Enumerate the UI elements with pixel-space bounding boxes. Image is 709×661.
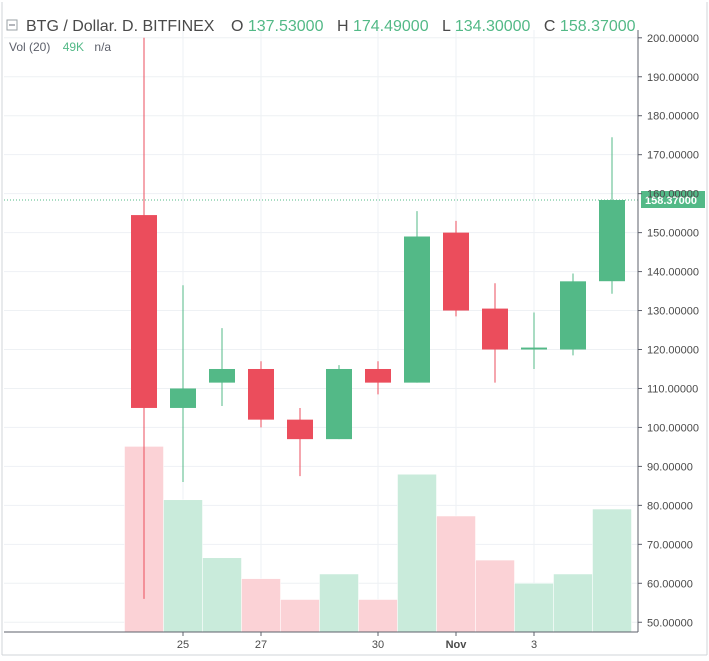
x-tick-label: 27 [255,639,267,651]
candle-body [443,232,469,311]
open-value: 137.53000 [248,18,324,35]
volume-bar [163,499,203,633]
y-tick-label: 60.00000 [647,578,693,590]
open-label: O [231,18,243,35]
volume-ma-value: n/a [94,40,111,54]
last-price-line: 158.37000 [4,191,705,209]
volume-bar [358,599,398,633]
candle-body [521,347,547,350]
y-tick-label: 80.00000 [647,500,693,512]
volume-value: 49K [63,40,84,54]
candle-body [170,388,196,408]
candle-body [131,215,157,408]
symbol-title: BTG / Dollar. D. BITFINEX [26,18,215,35]
y-tick-label: 120.00000 [647,345,699,357]
candles [131,37,625,599]
high-label: H [337,18,349,35]
low-label: L [442,18,451,35]
last-price-badge [641,191,705,209]
candle-body [365,368,391,383]
candle-body [404,236,430,383]
volume-bar [475,559,515,633]
y-tick-label: 70.00000 [647,539,693,551]
price-axis[interactable]: 200.00000 190.00000 180.00000 170.00000 160.… [638,33,699,629]
header-legend: BTG / Dollar. D. BITFINEX O 137.53000 H … [6,18,636,54]
volume-bar [319,573,359,633]
low-value: 134.30000 [455,18,531,35]
y-tick-label: 110.00000 [647,383,698,395]
svg-text:BTG / Dollar. D. BITFINEX: BTG / Dollar. D. BITFINEX O 137.53000 H … [26,18,636,35]
volume-label: Vol (20) [9,40,50,54]
x-tick-label: 30 [372,639,384,651]
y-tick-label: 190.00000 [647,72,699,84]
close-label: C [544,18,556,35]
x-tick-label: 25 [177,639,189,651]
time-axis[interactable]: 25 27 30 Nov 3 [177,632,537,651]
y-tick-label: 130.00000 [647,306,699,318]
svg-text:Vol (20) 49K n/a: Vol (20) 49K n/a [9,40,111,54]
y-tick-label: 160.00000 [647,189,699,201]
volume-bar [514,583,554,633]
candle-body [560,281,586,350]
volume-bar [553,573,593,633]
y-tick-label: 150.00000 [647,228,699,240]
volume-bar [241,578,281,633]
candle-body [599,200,625,282]
y-tick-label: 50.00000 [647,617,693,629]
y-tick-label: 200.00000 [647,33,699,45]
candle-body [248,368,274,420]
candle-body [326,368,352,440]
x-tick-label: 3 [531,639,537,651]
y-tick-label: 170.00000 [647,150,699,162]
y-tick-label: 100.00000 [647,422,699,434]
candle-body [482,308,508,350]
last-price-label: 158.37000 [645,195,697,207]
volume-bar [397,473,437,633]
volume-bar [592,508,632,633]
candle-body [287,419,313,440]
volume-bars [124,446,632,633]
y-tick-label: 180.00000 [647,111,699,123]
y-tick-label: 140.00000 [647,267,699,279]
high-value: 174.49000 [353,18,429,35]
volume-bar [280,599,320,633]
candle-body [209,368,235,383]
close-value: 158.37000 [560,18,636,35]
volume-bar [436,515,476,633]
y-tick-label: 90.00000 [647,461,693,473]
volume-bar [202,557,242,633]
x-tick-label: Nov [446,639,468,651]
